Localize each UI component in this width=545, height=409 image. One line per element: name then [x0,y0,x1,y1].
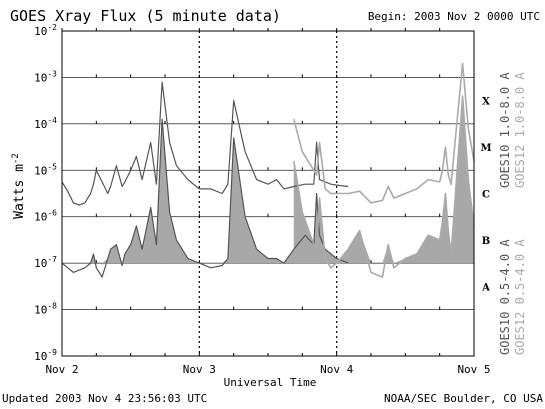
y-tick-label: 10-5 [34,162,57,177]
y-tick-labels: 10-2 10-3 10-4 10-5 10-6 10-7 10-8 10-9 [34,23,57,363]
x-tick-label: Nov 4 [320,363,353,376]
flare-class-label: M [480,143,491,154]
x-axis-label: Universal Time [224,376,317,389]
legend-label: GOES12 1.0-8.0 A [513,72,527,188]
series-line-0 [61,81,349,206]
x-tick-labels: Nov 2 Nov 3 Nov 4 Nov 5 [45,363,490,376]
frame-layer [61,30,475,357]
plot-frame [61,30,475,357]
series-layer [61,62,475,278]
y-tick-label: 10-7 [34,255,57,270]
legend-entry: GOES10 1.0-8.0 A [498,72,512,188]
y-tick-label: 10-4 [34,116,57,131]
begin-label: Begin: 2003 Nov 2 0000 UTC [368,10,540,23]
x-tick-label: Nov 5 [457,363,490,376]
flare-class-labels: A B C M X [480,97,491,294]
legend-label: GOES10 0.5-4.0 A [498,239,512,355]
y-axis-label-sup: -2 [11,153,21,164]
updated-label: Updated 2003 Nov 4 23:56:03 UTC [2,392,207,405]
series-line-2 [61,118,349,278]
legend: GOES10 1.0-8.0 A GOES12 1.0-8.0 A GOES10 0… [498,72,527,355]
flare-class-label: A [481,282,490,293]
series-line-3 [293,95,475,278]
y-axis-label-group: Watts m-2 [11,153,27,219]
y-tick-label: 10-8 [34,302,57,317]
x-tick-label: Nov 2 [45,363,78,376]
legend-entry: GOES12 1.0-8.0 A [513,72,527,188]
chart-title: GOES Xray Flux (5 minute data) [10,7,281,25]
x-tick-label: Nov 3 [183,363,216,376]
grid-layer [61,28,474,356]
flare-class-label: B [482,236,490,247]
credit-label: NOAA/SEC Boulder, CO USA [384,392,543,405]
series-line-1 [293,62,475,204]
y-tick-label: 10-9 [34,348,57,363]
legend-entry: GOES10 0.5-4.0 A [498,239,512,355]
y-tick-label: 10-6 [34,209,57,224]
legend-label: GOES10 1.0-8.0 A [498,72,512,188]
y-tick-label: 10-2 [34,23,57,38]
legend-label: GOES12 0.5-4.0 A [513,239,527,355]
y-axis-label: Watts m [12,164,27,219]
y-tick-label: 10-3 [34,69,57,84]
svg-text:Watts m-2: Watts m-2 [11,153,27,219]
flare-class-label: X [482,97,490,108]
flux-fill-3 [293,96,474,264]
legend-entry: GOES12 0.5-4.0 A [513,239,527,355]
flare-class-label: C [482,190,490,201]
fill-layer [62,96,474,264]
